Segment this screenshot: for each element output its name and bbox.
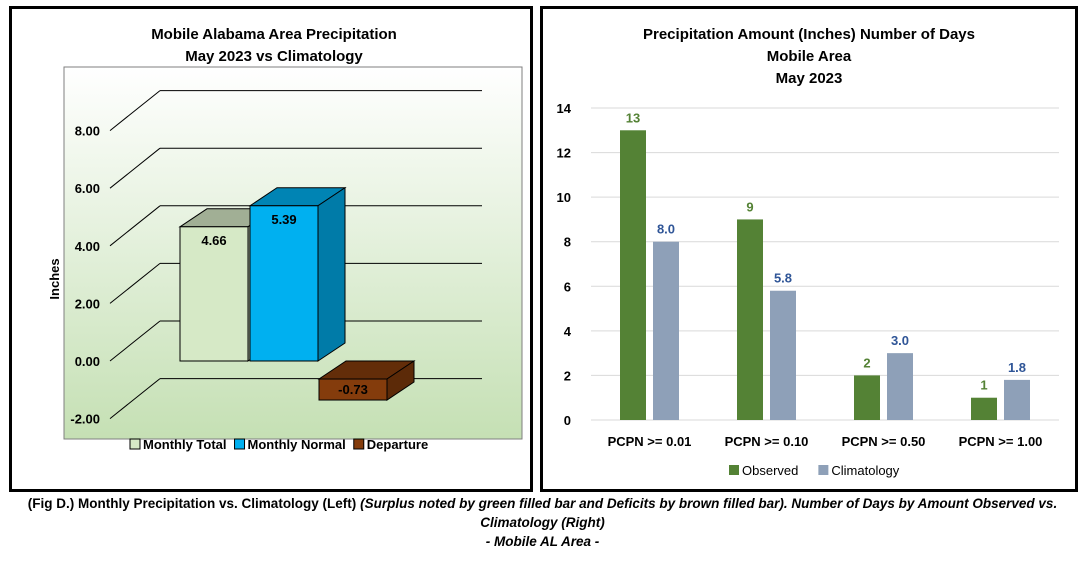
caption-part1: (Fig D.) Monthly Precipitation vs. Clima… [27,496,357,511]
bar-value-label: -0.73 [338,382,368,397]
days-by-amount-chart: Precipitation Amount (Inches) Number of … [557,26,1059,478]
x-category-label: PCPN >= 0.10 [725,434,809,449]
bar-climatology [887,353,913,420]
bar-value-label: 2 [863,355,870,370]
bar-departure: -0.73 [317,360,416,401]
y-tick-label: 8 [564,235,571,250]
bar-monthly-normal: 5.39 [248,186,347,362]
grid-diagonal [109,263,161,304]
bar-value-label: 8.0 [657,222,675,237]
y-tick-label: -2.00 [70,412,100,427]
bar-observed [854,375,880,420]
right-chart-title-line1: Precipitation Amount (Inches) Number of … [643,26,975,43]
x-category-label: PCPN >= 1.00 [959,434,1043,449]
left-chart-panel: Mobile Alabama Area Precipitation May 20… [9,6,533,492]
right-chart-title-line3: May 2023 [776,70,843,87]
grid-diagonal [109,90,161,131]
left-chart-title-line1: Mobile Alabama Area Precipitation [151,26,397,43]
left-legend: Monthly Total Monthly Normal Departure [129,437,428,452]
caption-part2: (Surplus noted by green filled bar and D… [360,496,1058,530]
bar-value-label: 5.8 [774,271,792,286]
legend-swatch [353,438,365,450]
bar-value-label: 1.8 [1008,360,1026,375]
y-tick-label: 0.00 [75,354,100,369]
bar-value-label: 5.39 [271,212,296,227]
y-tick-label: 4.00 [75,239,100,254]
bar-value-label: 13 [626,110,640,125]
caption-part3: - Mobile AL Area - [485,534,600,549]
x-category-label: PCPN >= 0.01 [608,434,692,449]
legend-label: Departure [367,437,428,452]
grid-diagonal [109,320,161,362]
grid-diagonal [109,147,161,189]
y-tick-label: 6.00 [75,181,100,196]
right-chart-title-line2: Mobile Area [767,48,852,65]
legend-item: Climatology [818,463,900,478]
bar-observed [620,130,646,420]
legend-swatch [129,438,141,450]
legend-swatch [729,465,739,475]
legend-label: Monthly Normal [248,437,346,452]
grid-diagonal [109,378,161,419]
figure-caption: (Fig D.) Monthly Precipitation vs. Clima… [0,494,1085,551]
y-tick-label: 14 [557,101,572,116]
legend-item: Observed [729,463,798,478]
legend-label: Climatology [831,463,899,478]
bar-climatology [770,290,796,420]
legend-item: Monthly Normal [234,437,346,452]
right-chart-panel: Precipitation Amount (Inches) Number of … [540,6,1078,492]
bar-climatology [653,241,679,420]
bar-value-label: 1 [980,378,987,393]
legend-swatch [234,438,246,450]
x-category-label: PCPN >= 0.50 [842,434,926,449]
y-axis-label: Inches [47,258,62,299]
y-tick-label: 4 [564,324,572,339]
y-tick-label: 2.00 [75,296,100,311]
y-tick-label: 12 [557,146,571,161]
bar-climatology [1004,379,1030,420]
bar-value-label: 4.66 [201,233,226,248]
y-tick-label: 0 [564,413,571,428]
bar-observed [737,219,763,420]
bar-value-label: 9 [746,199,753,214]
y-tick-label: 2 [564,368,571,383]
legend-item: Monthly Total [129,437,227,452]
legend-label: Observed [742,463,798,478]
y-tick-label: 8.00 [75,124,100,139]
bar-observed [971,397,997,420]
y-tick-label: 6 [564,279,571,294]
bar-value-label: 3.0 [891,333,909,348]
monthly-precip-3d-chart: Mobile Alabama Area Precipitation May 20… [47,26,523,452]
left-chart-title-line2: May 2023 vs Climatology [185,48,363,65]
right-legend: Observed Climatology [729,463,900,478]
legend-swatch [818,465,829,475]
legend-item: Departure [353,437,428,452]
legend-label: Monthly Total [143,437,227,452]
y-tick-label: 10 [557,190,571,205]
grid-diagonal [109,205,161,247]
